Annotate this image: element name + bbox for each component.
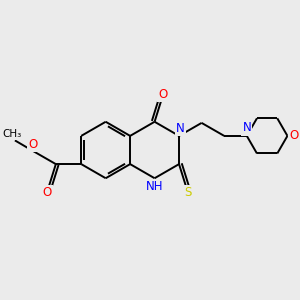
Text: O: O <box>28 138 37 151</box>
Text: O: O <box>158 88 168 100</box>
Text: CH₃: CH₃ <box>2 129 22 139</box>
Text: O: O <box>289 129 298 142</box>
Text: O: O <box>43 186 52 199</box>
Text: N: N <box>176 122 185 135</box>
Text: NH: NH <box>146 180 163 193</box>
Text: S: S <box>184 186 191 200</box>
Text: N: N <box>242 122 251 134</box>
